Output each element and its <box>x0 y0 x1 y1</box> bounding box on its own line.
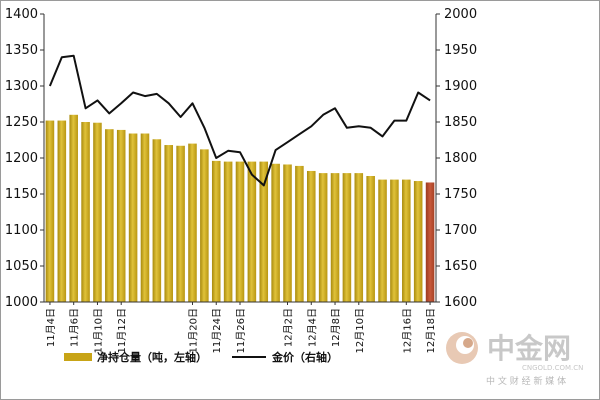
left-tick-label: 1000 <box>5 295 38 310</box>
bar-11月12日 <box>116 129 126 302</box>
legend-line-label: 金价（右轴） <box>271 350 338 364</box>
legend: 净持仓量（吨，左轴） 金价（右轴） <box>64 350 338 364</box>
bar-11月6日 <box>69 114 78 302</box>
watermark: 中金网 CNGOLD.COM.CN 中 文 财 经 新 媒 体 <box>446 332 583 387</box>
bar-12月5日 <box>318 173 328 302</box>
bar-series-net-holdings <box>45 114 435 302</box>
right-tick-label: 1900 <box>444 79 477 94</box>
bar-11月13日 <box>128 133 138 302</box>
bar-11月14日 <box>140 133 150 302</box>
bar-12月15日 <box>390 179 399 302</box>
right-axis-ticks: 1600 1650 1700 1750 1800 1850 1900 1950 2000 <box>436 7 477 310</box>
bar-11月18日 <box>164 145 174 302</box>
bar-12月8日 <box>330 173 340 302</box>
left-tick-label: 1150 <box>5 187 38 202</box>
line-series-gold-price <box>48 54 431 187</box>
right-tick-label: 1950 <box>444 43 477 58</box>
x-tick-label: 11月26日 <box>235 308 247 353</box>
right-tick-label: 1600 <box>444 295 477 310</box>
left-axis-ticks: 1000 1050 1100 1150 1200 1250 1300 1350 1400 <box>5 7 44 310</box>
left-tick-label: 1350 <box>5 43 38 58</box>
bar-12月4日 <box>306 170 316 302</box>
left-tick-label: 1400 <box>5 7 38 22</box>
bar-12月9日 <box>342 173 352 302</box>
bar-11月24日 <box>211 160 221 302</box>
x-tick-label: 12月8日 <box>330 308 342 347</box>
left-tick-label: 1100 <box>5 223 38 238</box>
x-tick-label: 12月10日 <box>354 308 366 353</box>
x-tick-label: 11月10日 <box>92 308 104 353</box>
x-tick-label: 11月20日 <box>187 308 199 353</box>
x-tick-label: 12月4日 <box>306 308 318 347</box>
bar-11月19日 <box>176 145 185 302</box>
bar-12月3日 <box>295 165 304 302</box>
bar-11月11日 <box>105 129 114 302</box>
bar-12月10日 <box>354 173 364 302</box>
right-tick-label: 1850 <box>444 115 477 130</box>
bar-11月28日 <box>259 161 269 302</box>
right-tick-label: 1800 <box>444 151 477 166</box>
bar-11月25日 <box>223 161 233 302</box>
bar-11月20日 <box>188 143 197 302</box>
legend-bar-label: 净持仓量（吨，左轴） <box>97 350 207 364</box>
x-tick-label: 11月6日 <box>69 308 81 347</box>
watermark-brand: 中金网 <box>487 332 571 365</box>
bar-11月7日 <box>81 122 90 302</box>
right-tick-label: 1700 <box>444 223 477 238</box>
bar-11月10日 <box>93 122 102 302</box>
bar-12月11日 <box>366 176 375 302</box>
bar-12月1日 <box>271 163 280 302</box>
cngold-logo-icon <box>446 332 478 364</box>
left-tick-label: 1200 <box>5 151 38 166</box>
right-tick-label: 1750 <box>444 187 477 202</box>
legend-bar-swatch <box>64 353 92 361</box>
bar-11月4日 <box>45 120 55 302</box>
x-tick-label: 11月4日 <box>45 308 57 347</box>
bar-11月27日 <box>247 161 257 302</box>
x-tick-label: 11月24日 <box>211 308 223 353</box>
bar-11月21日 <box>200 149 209 302</box>
x-tick-label: 12月18日 <box>425 308 437 353</box>
left-tick-label: 1050 <box>5 259 38 274</box>
x-tick-label: 12月2日 <box>283 308 295 347</box>
x-axis-ticks: 11月4日 11月6日 11月10日 11月12日 11月20日 11月24日 11月26日… <box>45 302 437 353</box>
bar-12月17日 <box>413 181 423 302</box>
right-tick-label: 1650 <box>444 259 477 274</box>
bar-12月16日 <box>402 179 411 302</box>
left-tick-label: 1300 <box>5 79 38 94</box>
x-tick-label: 12月16日 <box>401 308 413 353</box>
bar-11月5日 <box>57 120 67 302</box>
bar-12月12日 <box>378 179 387 302</box>
left-tick-label: 1250 <box>5 115 38 130</box>
x-tick-label: 11月12日 <box>116 308 128 353</box>
watermark-url: CNGOLD.COM.CN <box>522 364 583 372</box>
bar-12月18日 <box>425 182 435 302</box>
bar-12月2日 <box>283 164 292 302</box>
watermark-tagline: 中 文 财 经 新 媒 体 <box>486 375 566 387</box>
right-tick-label: 2000 <box>444 7 477 22</box>
bar-11月17日 <box>152 139 162 302</box>
bar-11月26日 <box>235 161 245 302</box>
